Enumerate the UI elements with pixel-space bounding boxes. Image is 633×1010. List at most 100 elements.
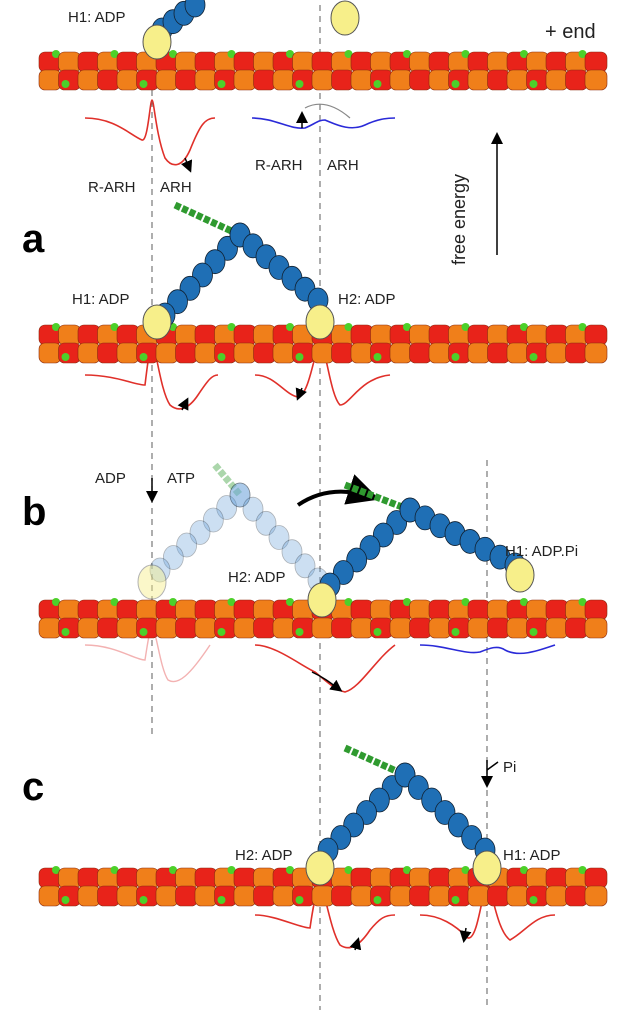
- tubulin: [194, 342, 218, 364]
- arrow: [181, 157, 193, 173]
- tubulin-dot: [578, 323, 587, 331]
- tubulin-dot: [286, 323, 294, 331]
- tubulin: [116, 867, 140, 889]
- tubulin: [233, 867, 257, 889]
- tubulin: [565, 342, 588, 364]
- tubulin: [584, 867, 608, 889]
- head-label: H2: ADP: [235, 847, 293, 864]
- tubulin: [545, 617, 569, 639]
- tubulin: [194, 599, 218, 621]
- stalk: [212, 462, 243, 498]
- tubulin: [38, 885, 62, 907]
- tubulin: [467, 69, 491, 91]
- tubulin-dot: [52, 323, 60, 331]
- tubulin: [136, 867, 159, 889]
- tubulin: [428, 51, 452, 73]
- tubulin-dot: [344, 598, 353, 606]
- tubulin: [448, 885, 471, 907]
- tubulin: [545, 599, 569, 621]
- tubulin-dot: [403, 323, 411, 331]
- labels: H1: ADP + end R-ARH ARH R-ARH ARH free e…: [22, 9, 596, 864]
- tubulin: [545, 69, 569, 91]
- tubulin: [253, 885, 276, 907]
- head-label: H1: ADP.Pi: [505, 543, 578, 560]
- tubulin-dot: [110, 50, 119, 58]
- energy-label: R-ARH: [255, 157, 303, 174]
- tubulin: [214, 617, 237, 639]
- stalk: [343, 481, 412, 514]
- tubulin: [584, 885, 608, 907]
- motor-head: [142, 24, 172, 60]
- tubulin-dot: [529, 353, 538, 361]
- tubulin: [116, 599, 140, 621]
- tubulin-dot: [217, 353, 226, 361]
- energy-label: ARH: [327, 157, 359, 174]
- tubulin: [409, 324, 432, 346]
- tubulin: [311, 617, 335, 639]
- tubulin: [526, 617, 549, 639]
- tubulin-dot: [451, 896, 460, 904]
- axis-label: free energy: [449, 174, 469, 265]
- motor-head: [330, 0, 360, 36]
- tubulin-dot: [139, 80, 148, 88]
- arrow: [349, 937, 362, 951]
- tubulin-dot: [578, 866, 587, 874]
- tubulin: [292, 885, 315, 907]
- tubulin: [370, 885, 393, 907]
- motor-head: [305, 850, 335, 886]
- exchange-label: ADP: [95, 470, 126, 487]
- tubulin-dot: [403, 866, 411, 874]
- tubulin-dot: [344, 323, 353, 331]
- tubulin: [233, 885, 257, 907]
- tubulin: [38, 342, 62, 364]
- arrow: [459, 927, 472, 943]
- tubulin: [428, 324, 452, 346]
- tubulin-dot: [110, 866, 119, 874]
- tubulin: [58, 867, 81, 889]
- motor-layer: [38, 0, 608, 907]
- tubulin: [214, 69, 237, 91]
- tubulin: [565, 69, 588, 91]
- tubulin: [253, 69, 276, 91]
- neck-bead: [216, 495, 238, 520]
- tubulin: [409, 867, 432, 889]
- tubulin: [175, 599, 198, 621]
- tubulin: [116, 617, 140, 639]
- tubulin-dot: [139, 628, 148, 636]
- motor-head: [307, 582, 337, 618]
- tubulin: [389, 342, 413, 364]
- tubulin: [565, 617, 588, 639]
- tubulin: [506, 617, 530, 639]
- tubulin-dot: [52, 866, 60, 874]
- tubulin: [233, 324, 257, 346]
- neck-bead: [268, 525, 290, 550]
- tubulin: [272, 69, 296, 91]
- motor-head: [142, 304, 172, 340]
- tubulin: [136, 885, 159, 907]
- tubulin: [487, 885, 510, 907]
- tubulin: [58, 51, 81, 73]
- tubulin: [331, 342, 354, 364]
- tubulin: [58, 69, 81, 91]
- tubulin: [428, 342, 452, 364]
- tubulin-dot: [295, 628, 304, 636]
- tubulin: [350, 51, 374, 73]
- tubulin: [350, 342, 374, 364]
- tubulin: [194, 617, 218, 639]
- arrow: [295, 387, 307, 401]
- neck-bead: [176, 532, 198, 558]
- tubulin-dot: [520, 323, 528, 331]
- neck-bead: [229, 482, 251, 508]
- tubulin: [526, 599, 549, 621]
- tubulin: [58, 599, 81, 621]
- release-label: Pi: [503, 759, 516, 776]
- tubulin-dot: [227, 598, 236, 606]
- tubulin: [233, 342, 257, 364]
- tubulin-dot: [227, 866, 236, 874]
- neck-bead: [184, 0, 206, 18]
- tubulin: [350, 69, 374, 91]
- tubulin-dot: [529, 80, 538, 88]
- tubulin: [526, 51, 549, 73]
- tubulin: [136, 617, 159, 639]
